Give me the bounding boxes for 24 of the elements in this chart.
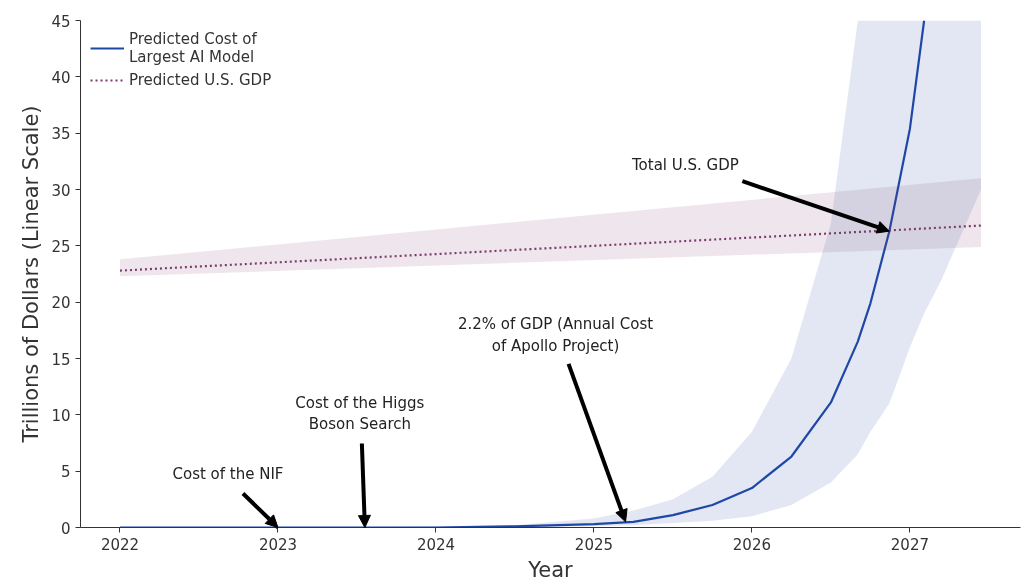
legend-label: Predicted Cost of Largest AI Model bbox=[129, 30, 257, 66]
x-tick-label: 2024 bbox=[416, 535, 456, 554]
annotation: Cost of the NIF bbox=[172, 464, 284, 483]
y-tick-label: 20 bbox=[51, 294, 71, 313]
y-tick-label: 40 bbox=[51, 68, 71, 87]
y-tick-label: 35 bbox=[51, 125, 71, 144]
annotation: 2.2% of GDP (Annual Cost of Apollo Project) bbox=[457, 315, 654, 355]
legend-label: Predicted U.S. GDP bbox=[129, 71, 272, 89]
y-tick-label: 5 bbox=[60, 463, 71, 482]
annotation: Cost of the Higgs Boson Search bbox=[295, 393, 425, 434]
y-axis-title: Trillions of Dollars (Linear Scale) bbox=[19, 105, 44, 444]
x-tick-label: 2025 bbox=[574, 535, 614, 554]
x-tick-label: 2023 bbox=[258, 535, 298, 554]
y-tick-label: 0 bbox=[60, 519, 71, 538]
y-tick-label: 25 bbox=[51, 237, 71, 256]
y-tick-label: 45 bbox=[51, 12, 71, 31]
x-tick-label: 2022 bbox=[100, 535, 140, 554]
x-axis-title: Year bbox=[527, 557, 574, 582]
y-tick-label: 30 bbox=[51, 181, 71, 200]
annotation: Total U.S. GDP bbox=[630, 156, 739, 175]
x-tick-label: 2027 bbox=[890, 535, 930, 554]
x-tick-label: 2026 bbox=[732, 535, 772, 554]
y-tick-label: 10 bbox=[51, 406, 71, 425]
y-tick-label: 15 bbox=[51, 350, 71, 369]
